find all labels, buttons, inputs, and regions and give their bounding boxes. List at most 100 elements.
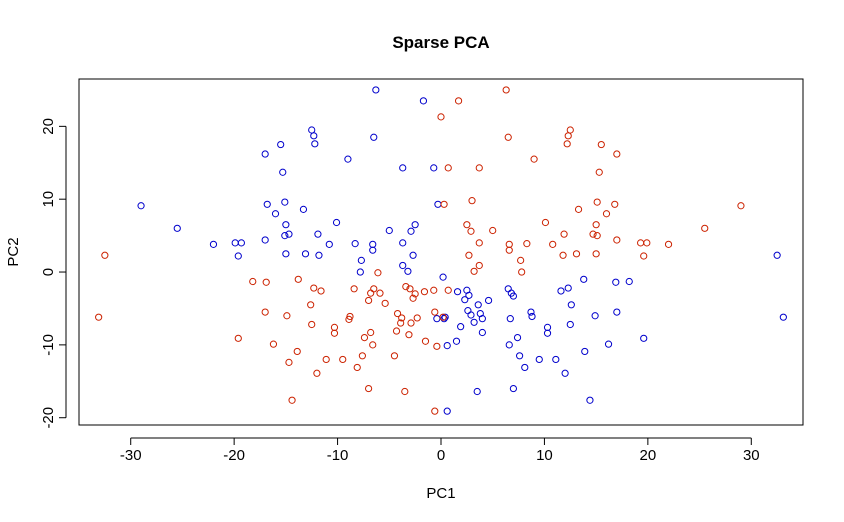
blue-point <box>237 239 245 247</box>
red-point <box>444 286 452 294</box>
blue-point <box>509 292 518 300</box>
red-point <box>560 230 568 238</box>
red-point <box>566 126 574 134</box>
blue-point <box>452 337 461 345</box>
blue-point <box>315 251 323 259</box>
blue-point <box>399 164 407 172</box>
red-point <box>637 239 645 247</box>
red-point <box>330 323 339 331</box>
red-point <box>643 239 651 247</box>
red-point <box>393 309 402 318</box>
red-point <box>405 331 413 339</box>
blue-point <box>461 296 469 304</box>
blue-point <box>261 150 269 158</box>
blue-point <box>261 236 269 244</box>
red-point <box>407 319 415 327</box>
red-point <box>293 347 301 356</box>
blue-point <box>231 239 239 247</box>
red-point <box>502 86 510 94</box>
blue-point <box>399 239 407 247</box>
red-point <box>640 252 648 260</box>
blue-point <box>473 387 481 396</box>
blue-point <box>552 355 560 364</box>
blue-point <box>567 301 575 309</box>
blue-point <box>453 288 462 296</box>
x-tick-label: -20 <box>223 447 245 464</box>
red-point <box>421 337 430 345</box>
red-point <box>475 261 483 270</box>
blue-point <box>613 308 621 316</box>
blue-point <box>464 307 472 315</box>
blue-point <box>173 224 181 232</box>
blue-point <box>543 323 552 331</box>
blue-point <box>470 318 478 326</box>
blue-point <box>443 407 451 415</box>
red-point <box>269 340 278 348</box>
blue-point <box>528 312 536 321</box>
blue-point <box>282 221 290 229</box>
blue-point <box>591 312 599 320</box>
x-axis: -30 -20 -10 0 10 20 30 <box>120 437 760 464</box>
red-point <box>398 314 406 322</box>
x-tick-label: -10 <box>327 447 349 464</box>
red-point <box>613 150 621 158</box>
red-point <box>402 283 410 291</box>
blue-point <box>299 205 308 213</box>
blue-point <box>557 287 565 295</box>
red-point <box>294 275 302 283</box>
red-point <box>593 232 601 240</box>
red-point <box>367 328 375 337</box>
blue-point <box>281 198 289 206</box>
red-point <box>288 396 296 404</box>
y-tick-label: 10 <box>40 191 57 208</box>
blue-point <box>457 323 465 331</box>
red-point <box>433 342 441 350</box>
red-point <box>530 155 538 163</box>
red-point <box>322 355 330 364</box>
blue-point <box>285 230 293 238</box>
red-point <box>563 140 571 148</box>
blue-point <box>310 132 318 140</box>
red-point <box>541 218 550 227</box>
blue-point <box>543 329 552 337</box>
y-tick-label: -10 <box>40 334 57 356</box>
blue-point <box>332 218 341 227</box>
blue-point <box>308 126 316 134</box>
red-point <box>489 226 497 235</box>
red-point <box>381 299 389 307</box>
red-point <box>454 97 463 105</box>
blue-point <box>399 261 407 270</box>
blue-point <box>566 320 574 329</box>
red-point <box>440 200 448 208</box>
red-point <box>597 140 605 149</box>
red-point <box>559 251 567 259</box>
blue-point <box>586 396 594 404</box>
blue-point <box>279 168 287 176</box>
red-point <box>475 239 483 247</box>
y-tick-label: 0 <box>40 268 57 276</box>
red-point <box>468 197 476 205</box>
red-point <box>330 329 339 337</box>
blue-point <box>564 284 572 292</box>
blue-point <box>640 334 648 342</box>
blue-point <box>478 328 486 337</box>
blue-point <box>433 315 441 323</box>
x-axis-label: PC1 <box>426 485 455 502</box>
red-point <box>308 320 316 329</box>
blue-point <box>612 278 620 286</box>
red-point <box>350 285 358 293</box>
plot-frame <box>78 78 804 426</box>
red-point <box>463 221 471 229</box>
red-point <box>611 200 619 208</box>
x-tick-label: 10 <box>536 447 553 464</box>
red-point <box>262 278 270 286</box>
red-point <box>549 240 557 248</box>
red-point <box>261 308 269 316</box>
blue-point <box>282 250 290 258</box>
red-point <box>470 267 478 275</box>
red-point <box>374 269 382 277</box>
red-point <box>517 256 525 264</box>
red-point <box>737 202 745 210</box>
blue-point <box>773 251 781 259</box>
blue-point <box>505 341 513 349</box>
